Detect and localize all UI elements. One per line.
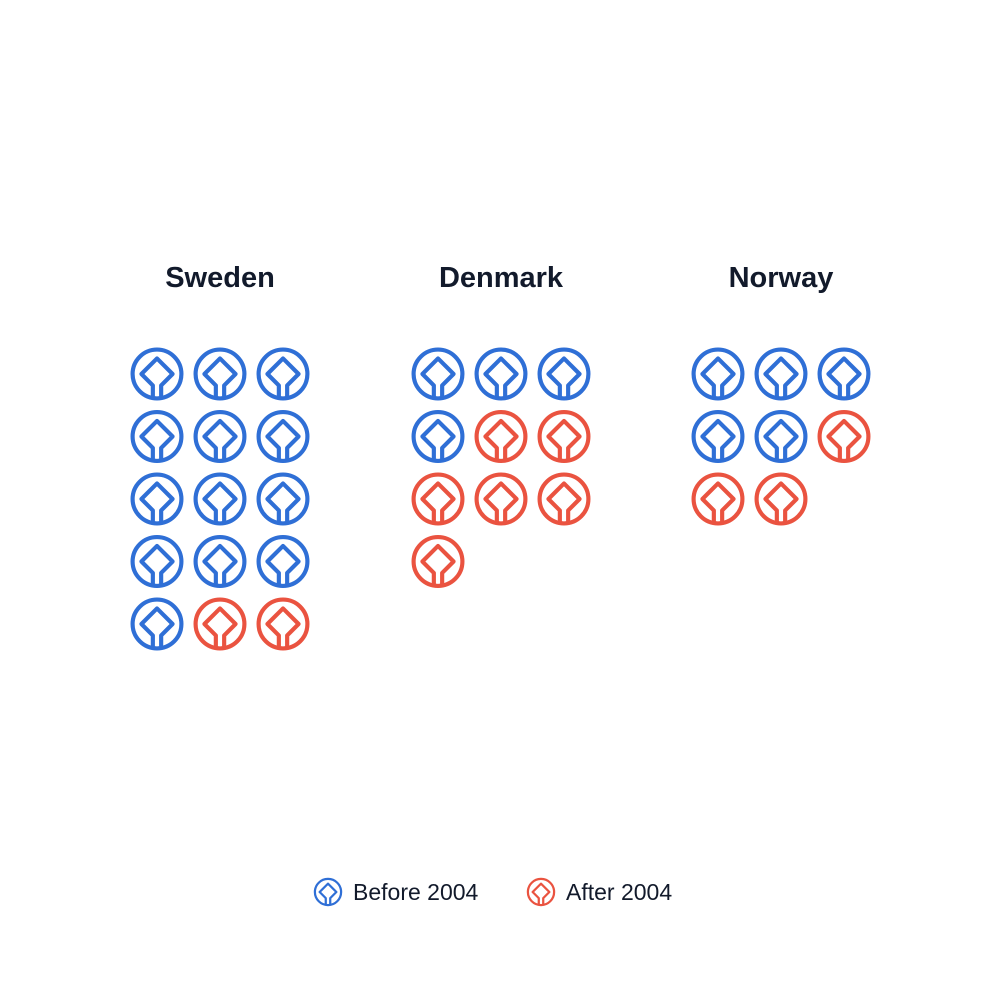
country-titles: Sweden Denmark Norway	[165, 262, 833, 294]
emblem-icon-before-2004	[477, 350, 526, 399]
emblem-icon-before-2004	[196, 537, 245, 586]
legend: Before 2004 After 2004	[313, 877, 672, 907]
emblem-icon-before-2004	[820, 350, 869, 399]
emblem-icon-before-2004	[133, 412, 182, 461]
icon-group-norway	[694, 350, 869, 524]
emblem-icon-before-2004	[133, 350, 182, 399]
emblem-icon-before-2004	[259, 537, 308, 586]
emblem-icon-after-2004	[540, 475, 589, 524]
legend-label-after-2004: After 2004	[566, 879, 672, 905]
emblem-icon-before-2004	[196, 475, 245, 524]
legend-label-before-2004: Before 2004	[353, 879, 479, 905]
icon-group-denmark	[414, 350, 589, 586]
country-title-norway: Norway	[729, 262, 834, 294]
legend-emblem-icon-after-2004	[526, 877, 556, 907]
emblem-icon-before-2004	[414, 412, 463, 461]
emblem-icon-after-2004	[414, 537, 463, 586]
emblem-icon-after-2004	[477, 475, 526, 524]
emblem-icon-before-2004	[757, 350, 806, 399]
emblem-icon-before-2004	[540, 350, 589, 399]
emblem-icon-before-2004	[133, 475, 182, 524]
emblem-icon-after-2004	[196, 600, 245, 649]
legend-item-before-2004: Before 2004	[313, 877, 479, 907]
legend-emblem-icon-before-2004	[313, 877, 343, 907]
emblem-icon-after-2004	[477, 412, 526, 461]
emblem-icon-after-2004	[414, 475, 463, 524]
icon-groups	[133, 350, 869, 649]
country-title-denmark: Denmark	[439, 262, 564, 294]
emblem-icon-after-2004	[259, 600, 308, 649]
emblem-icon-before-2004	[694, 350, 743, 399]
emblem-icon-before-2004	[259, 412, 308, 461]
emblem-icon-before-2004	[259, 350, 308, 399]
legend-item-after-2004: After 2004	[526, 877, 672, 907]
country-title-sweden: Sweden	[165, 262, 275, 294]
emblem-icon-after-2004	[694, 475, 743, 524]
emblem-icon-before-2004	[133, 537, 182, 586]
emblem-icon-after-2004	[540, 412, 589, 461]
emblem-icon-before-2004	[133, 600, 182, 649]
emblem-icon-before-2004	[694, 412, 743, 461]
emblem-icon-after-2004	[820, 412, 869, 461]
emblem-icon-before-2004	[414, 350, 463, 399]
emblem-icon-before-2004	[196, 412, 245, 461]
emblem-icon-before-2004	[259, 475, 308, 524]
emblem-icon-before-2004	[757, 412, 806, 461]
icon-group-sweden	[133, 350, 308, 649]
emblem-icon-after-2004	[757, 475, 806, 524]
emblem-icon-before-2004	[196, 350, 245, 399]
